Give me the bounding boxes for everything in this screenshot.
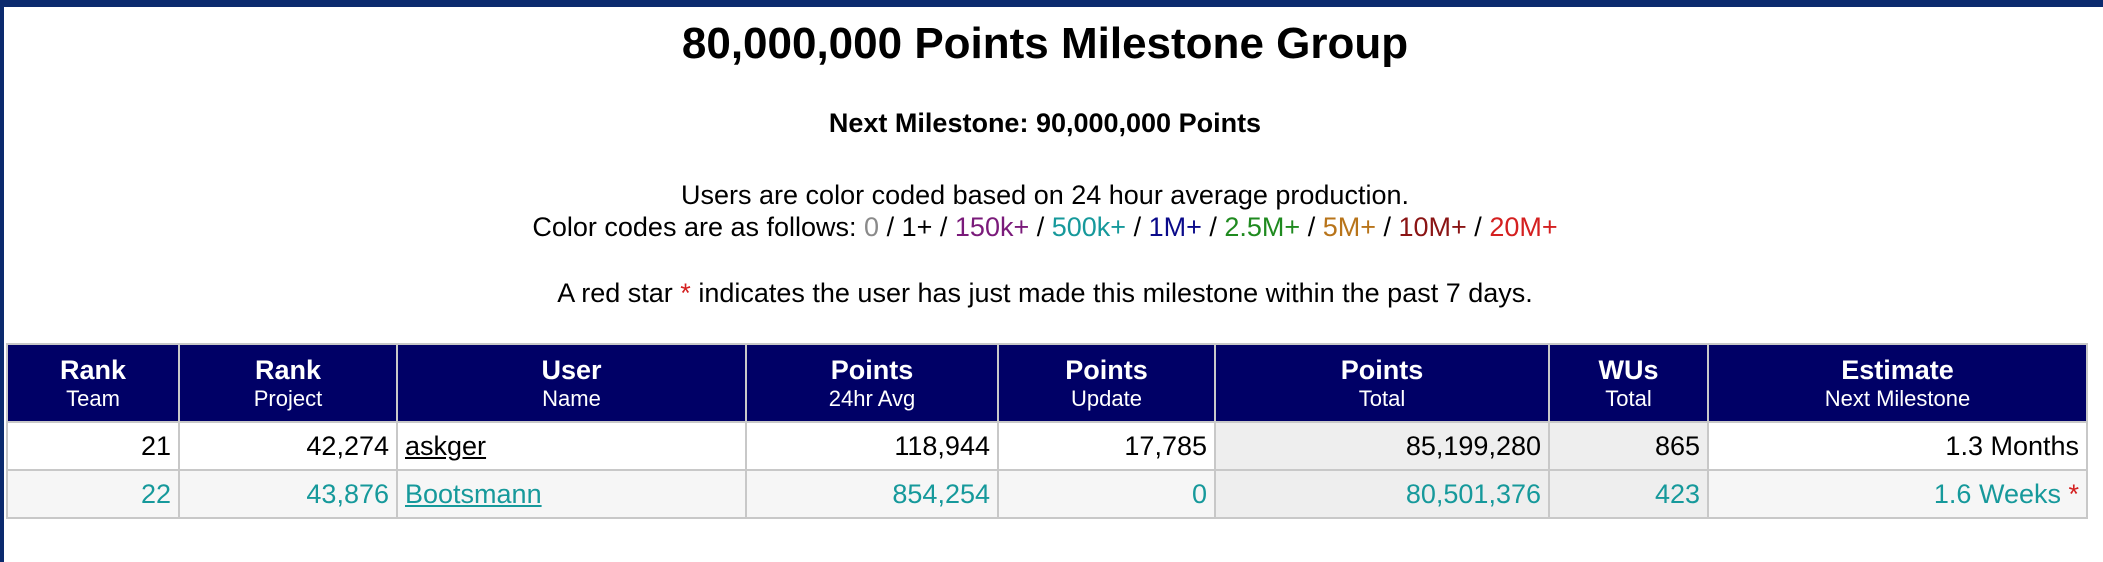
column-header-wus-total[interactable]: WUs Total [1548, 343, 1709, 423]
color-code-item: 150k+ [954, 212, 1030, 242]
column-header-main: Rank [59, 354, 127, 385]
page-title: 80,000,000 Points Milestone Group [681, 19, 1409, 68]
column-header-main: WUs [1598, 354, 1659, 385]
legend-separator: / [1029, 212, 1052, 242]
column-header-rank-team[interactable]: Rank Team [6, 343, 180, 423]
column-header-main: Rank [254, 354, 322, 385]
estimate-cell: 1.3 Months [1707, 421, 2088, 471]
column-header-rank-project[interactable]: Rank Project [178, 343, 398, 423]
column-header-sub: Name [542, 385, 601, 411]
color-code-item: 5M+ [1322, 212, 1376, 242]
table-row: 22 43,876 Bootsmann 854,254 0 80,501,376… [6, 469, 2088, 519]
column-header-sub: 24hr Avg [828, 385, 916, 411]
column-header-sub: Next Milestone [1824, 385, 1971, 411]
column-header-sub: Total [1358, 385, 1406, 411]
rank-team-cell: 22 [6, 469, 180, 519]
top-border [0, 0, 2103, 7]
red-star-note-before: A red star [557, 278, 673, 308]
color-code-item: 0 [864, 212, 880, 242]
legend-separator: / [932, 212, 955, 242]
color-code-item: 10M+ [1398, 212, 1467, 242]
wus-total-cell: 865 [1548, 421, 1709, 471]
column-header-points-update[interactable]: Points Update [997, 343, 1216, 423]
column-header-main: Points [1065, 354, 1148, 385]
rank-project-cell: 42,274 [178, 421, 398, 471]
legend-separator: / [1201, 212, 1225, 242]
next-milestone-heading: Next Milestone: 90,000,000 Points [828, 108, 1262, 138]
color-code-item: 1M+ [1148, 212, 1202, 242]
points-update-cell: 0 [997, 469, 1216, 519]
legend-separator: / [1375, 212, 1399, 242]
rank-project-cell: 43,876 [178, 469, 398, 519]
column-header-main: Points [1340, 354, 1424, 385]
user-link[interactable]: askger [405, 430, 487, 461]
milestone-table: Rank Team Rank Project User Name Points 24hr… [6, 343, 2088, 519]
color-code-item: 500k+ [1051, 212, 1127, 242]
estimate-value: 1.3 Months [1945, 430, 2079, 461]
estimate-cell: 1.6 Weeks * [1707, 469, 2088, 519]
column-header-user-name[interactable]: User Name [396, 343, 747, 423]
new-milestone-star-icon: * [2060, 478, 2079, 509]
column-header-sub: Total [1605, 385, 1652, 411]
column-header-main: User [541, 354, 602, 385]
color-code-item: 1+ [901, 212, 933, 242]
legend-separator: / [1300, 212, 1323, 242]
points-total-cell: 80,501,376 [1214, 469, 1550, 519]
column-header-estimate[interactable]: Estimate Next Milestone [1707, 343, 2088, 423]
user-link[interactable]: Bootsmann [405, 478, 542, 509]
color-code-item: 2.5M+ [1224, 212, 1301, 242]
points-24hr-cell: 118,944 [745, 421, 999, 471]
column-header-points-total[interactable]: Points Total [1214, 343, 1550, 423]
rank-team-cell: 21 [6, 421, 180, 471]
legend-separator: / [1466, 212, 1490, 242]
user-name-cell: Bootsmann [396, 469, 747, 519]
column-header-points-24hr-avg[interactable]: Points 24hr Avg [745, 343, 999, 423]
column-header-sub: Update [1071, 385, 1142, 411]
points-total-cell: 85,199,280 [1214, 421, 1550, 471]
user-name-cell: askger [396, 421, 747, 471]
red-star-note: A red star * indicates the user has just… [0, 276, 2090, 310]
table-header-row: Rank Team Rank Project User Name Points 24hr… [6, 343, 2088, 423]
table-row: 21 42,274 askger 118,944 17,785 85,199,2… [6, 421, 2088, 471]
wus-total-cell: 423 [1548, 469, 1709, 519]
color-code-item: 20M+ [1489, 212, 1558, 242]
column-header-sub: Project [253, 385, 323, 411]
column-header-main: Points [830, 354, 914, 385]
left-border [0, 0, 4, 562]
color-code-legend-prefix: Color codes are as follows: [532, 212, 857, 242]
color-code-legend-items: 0 / 1+ / 150k+ / 500k+ / 1M+ / 2.5M+ / 5… [864, 212, 1558, 242]
points-update-cell: 17,785 [997, 421, 1216, 471]
legend-separator: / [879, 212, 902, 242]
red-star-note-after: indicates the user has just made this mi… [698, 278, 1533, 308]
points-24hr-cell: 854,254 [745, 469, 999, 519]
color-coding-intro: Users are color coded based on 24 hour a… [681, 180, 1409, 210]
column-header-sub: Team [66, 385, 120, 411]
legend-separator: / [1126, 212, 1149, 242]
column-header-main: Estimate [1841, 354, 1954, 385]
red-star-icon: * [680, 278, 691, 308]
color-code-legend: Color codes are as follows: 0 / 1+ / 150… [0, 210, 2090, 244]
estimate-value: 1.6 Weeks [1933, 478, 2061, 509]
